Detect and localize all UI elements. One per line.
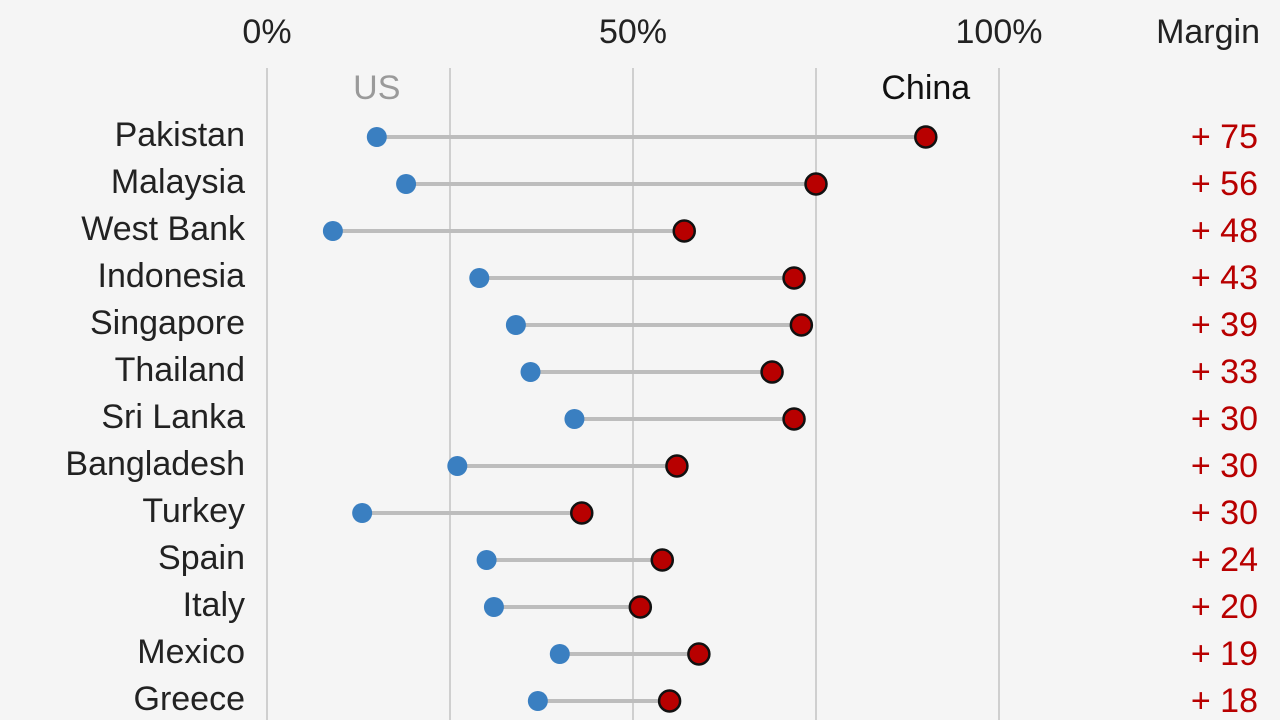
margin-label: + 20 (1191, 588, 1258, 626)
margin-label: + 75 (1191, 118, 1258, 156)
legend-china: China (881, 69, 970, 107)
margin-label: + 39 (1191, 306, 1258, 344)
margin-label: + 56 (1191, 165, 1258, 203)
china-dot (665, 454, 689, 478)
margin-label: + 30 (1191, 494, 1258, 532)
category-label: Singapore (90, 304, 245, 342)
legend-us: US (353, 69, 400, 107)
margin-label: + 30 (1191, 447, 1258, 485)
margin-label: + 24 (1191, 541, 1258, 579)
china-dot (687, 642, 711, 666)
china-dot (672, 219, 696, 243)
us-dot (366, 127, 387, 147)
china-dot (782, 407, 806, 431)
china-dot (914, 125, 938, 149)
category-label: Indonesia (98, 257, 246, 295)
china-dot (782, 266, 806, 290)
us-dot (352, 503, 373, 523)
category-label: West Bank (81, 210, 246, 248)
category-label: Greece (134, 680, 246, 718)
us-dot (505, 315, 526, 335)
china-dot (804, 172, 828, 196)
margin-label: + 33 (1191, 353, 1258, 391)
x-tick-label: 50% (599, 13, 667, 51)
china-dot (789, 313, 814, 337)
china-dot (657, 689, 682, 713)
category-label: Turkey (142, 492, 245, 530)
us-dot (447, 456, 468, 476)
us-dot (549, 644, 570, 664)
category-label: Thailand (115, 351, 245, 389)
margin-label: + 18 (1191, 682, 1258, 720)
us-dot (520, 362, 541, 382)
china-dot (650, 548, 675, 572)
category-label: Mexico (137, 633, 245, 671)
margin-label: + 19 (1191, 635, 1258, 673)
category-label: Bangladesh (65, 445, 245, 483)
category-label: Italy (183, 586, 245, 624)
category-label: Sri Lanka (101, 398, 245, 436)
x-tick-label: 100% (956, 13, 1043, 51)
margin-label: + 30 (1191, 400, 1258, 438)
us-dot (483, 597, 504, 617)
us-dot (322, 221, 343, 241)
margin-label: + 43 (1191, 259, 1258, 297)
china-dot (570, 501, 594, 525)
margin-header: Margin (1156, 13, 1260, 51)
us-dot (396, 174, 417, 194)
category-label: Spain (158, 539, 245, 577)
x-tick-label: 0% (242, 13, 291, 51)
china-dot (628, 595, 653, 619)
us-dot (469, 268, 490, 288)
category-label: Pakistan (115, 116, 245, 154)
category-label: Malaysia (111, 163, 245, 201)
us-dot (476, 550, 497, 570)
us-dot (564, 409, 585, 429)
margin-label: + 48 (1191, 212, 1258, 250)
china-dot (760, 360, 784, 384)
us-dot (527, 691, 548, 711)
